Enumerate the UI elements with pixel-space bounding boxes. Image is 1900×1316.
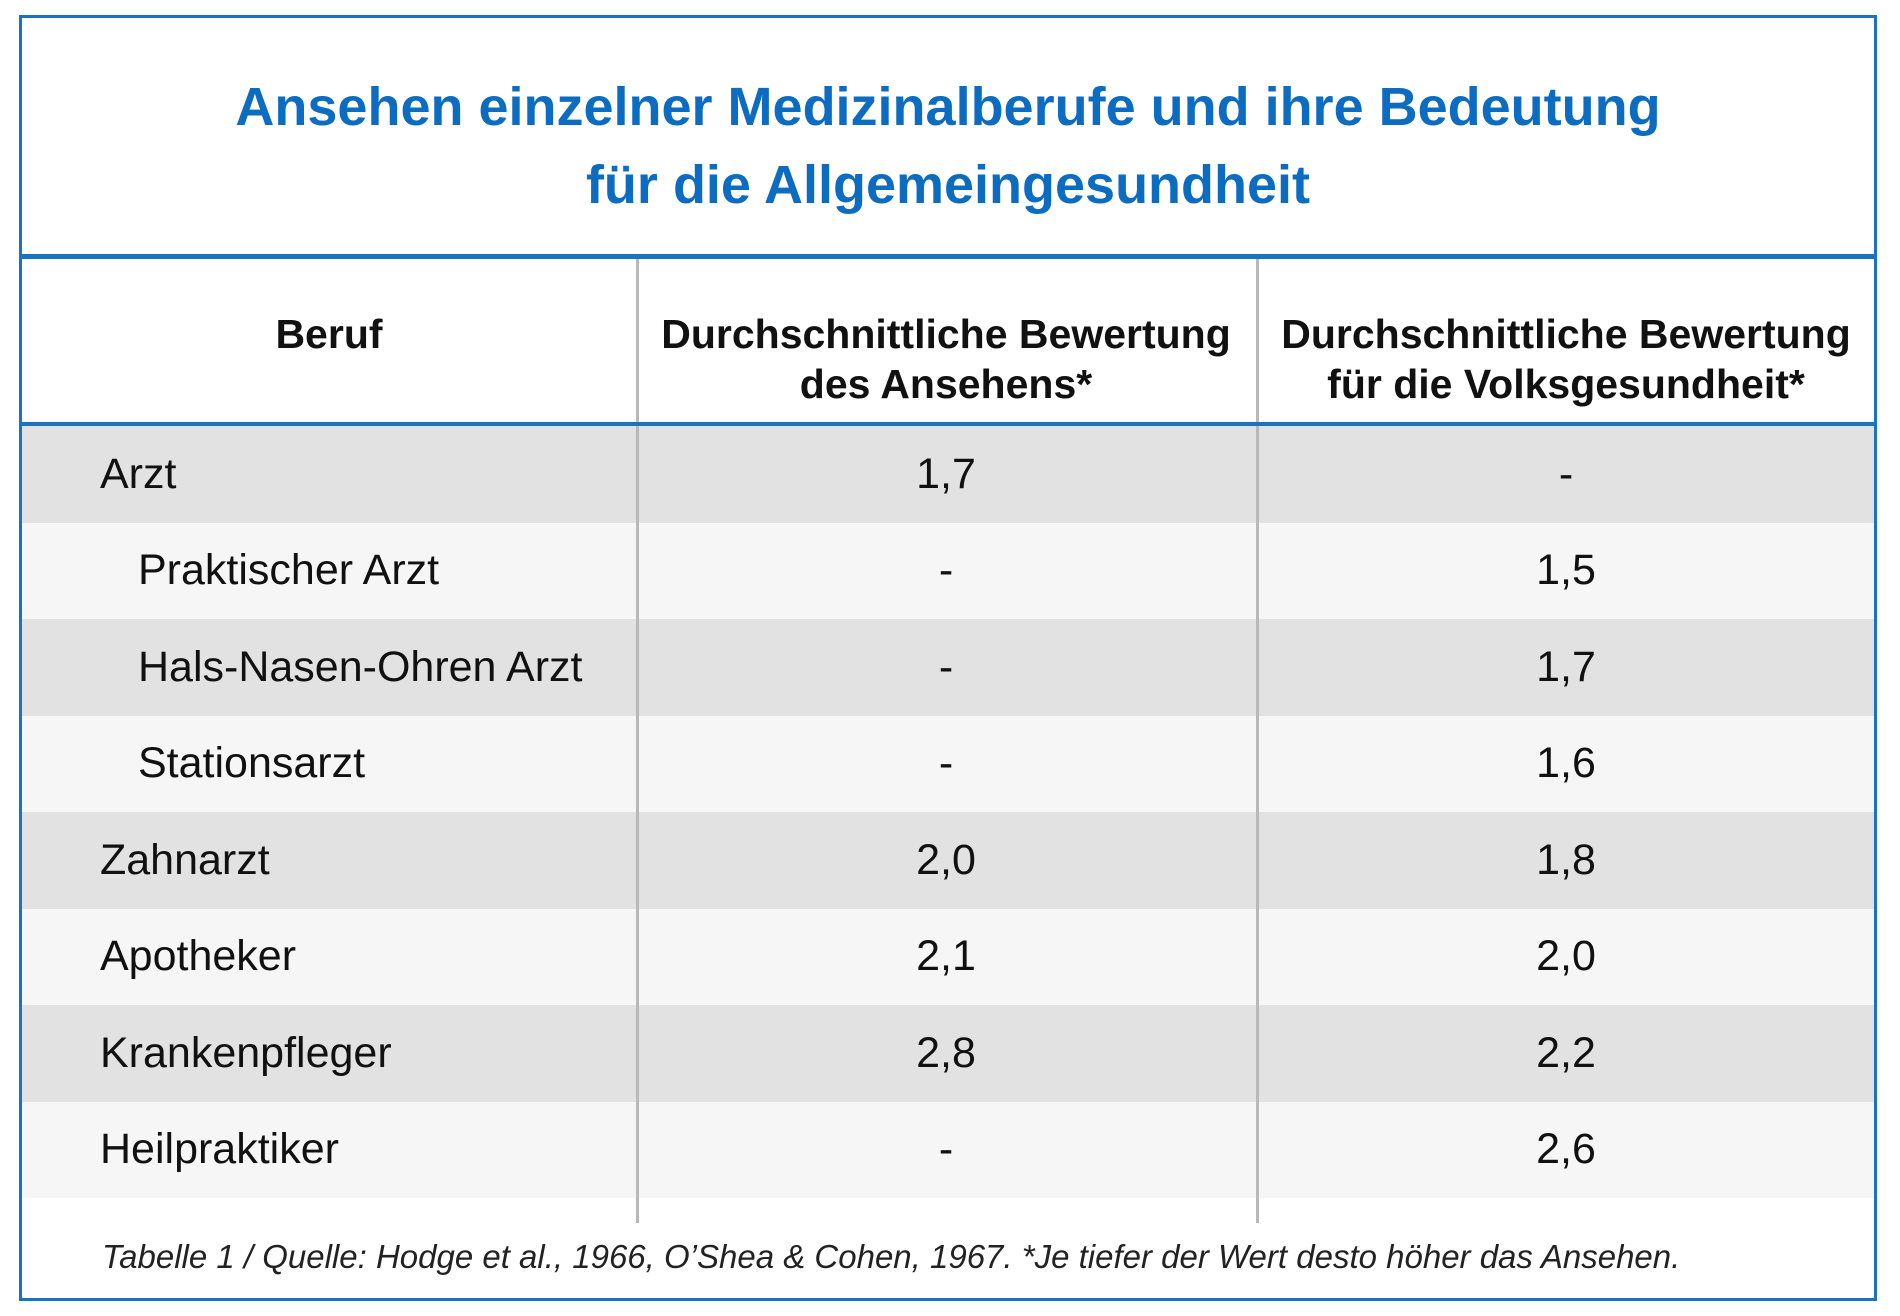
cell-volksgesundheit: 2,6 (1536, 1125, 1596, 1174)
header-volksgesundheit-line-1: Durchschnittliche Bewertung (1281, 311, 1851, 357)
cell-beruf: Krankenpfleger (100, 1028, 392, 1077)
table-row: Apotheker 2,1 2,0 (22, 908, 1874, 1005)
body-column-divider (1256, 426, 1259, 1223)
cell-volksgesundheit: 1,6 (1536, 739, 1596, 788)
title-line-2: für die Allgemeingesundheit (585, 155, 1311, 215)
header-ansehen: Durchschnittliche Bewertung des Ansehens… (636, 259, 1256, 422)
cell-volksgesundheit: 2,0 (1536, 932, 1596, 981)
cell-ansehen: - (938, 739, 954, 788)
cell-ansehen: 2,8 (916, 1028, 976, 1077)
cell-volksgesundheit: 1,7 (1536, 642, 1596, 691)
cell-ansehen: 1,7 (916, 449, 976, 498)
cell-volksgesundheit: 1,8 (1536, 835, 1596, 884)
header-column-divider (1256, 259, 1259, 422)
header-volksgesundheit-line-2: für die Volksgesundheit* (1327, 361, 1805, 407)
table-row: Stationsarzt - 1,6 (22, 715, 1874, 812)
cell-beruf: Zahnarzt (100, 835, 270, 884)
header-bottom-rule (22, 422, 1874, 426)
header-column-divider (636, 259, 639, 422)
table-body: Arzt 1,7 - Praktischer Arzt - 1,5 Hals-N… (22, 426, 1874, 1198)
cell-volksgesundheit: - (1558, 449, 1574, 498)
table-header: Beruf Durchschnittliche Bewertung des An… (22, 259, 1874, 422)
title-line-1: Ansehen einzelner Medizinalberufe und ih… (235, 77, 1661, 137)
body-column-divider (636, 426, 639, 1223)
cell-beruf: Arzt (100, 449, 177, 498)
table-row: Praktischer Arzt - 1,5 (22, 522, 1874, 619)
cell-beruf: Praktischer Arzt (138, 546, 440, 595)
cell-ansehen: - (938, 1125, 954, 1174)
header-top-rule (22, 254, 1874, 259)
table-row: Zahnarzt 2,0 1,8 (22, 812, 1874, 909)
table-row: Heilpraktiker - 2,6 (22, 1101, 1874, 1198)
table-row: Krankenpfleger 2,8 2,2 (22, 1005, 1874, 1102)
cell-ansehen: - (938, 642, 954, 691)
cell-ansehen: 2,1 (916, 932, 976, 981)
cell-beruf: Stationsarzt (138, 739, 366, 788)
header-beruf-label: Beruf (275, 311, 383, 357)
cell-ansehen: - (938, 546, 954, 595)
cell-ansehen: 2,0 (916, 835, 976, 884)
table-row: Hals-Nasen-Ohren Arzt - 1,7 (22, 619, 1874, 716)
cell-volksgesundheit: 1,5 (1536, 546, 1596, 595)
table-title: Ansehen einzelner Medizinalberufe und ih… (22, 68, 1874, 224)
cell-volksgesundheit: 2,2 (1536, 1028, 1596, 1077)
table-row: Arzt 1,7 - (22, 426, 1874, 523)
table-caption: Tabelle 1 / Quelle: Hodge et al., 1966, … (102, 1238, 1681, 1275)
table-frame: Ansehen einzelner Medizinalberufe und ih… (19, 15, 1877, 1301)
cell-beruf: Hals-Nasen-Ohren Arzt (138, 642, 583, 691)
header-ansehen-line-2: des Ansehens* (799, 361, 1093, 407)
cell-beruf: Heilpraktiker (100, 1125, 339, 1174)
header-volksgesundheit: Durchschnittliche Bewertung für die Volk… (1256, 259, 1876, 422)
cell-beruf: Apotheker (100, 932, 297, 981)
header-ansehen-line-1: Durchschnittliche Bewertung (661, 311, 1231, 357)
header-beruf: Beruf (22, 259, 636, 422)
